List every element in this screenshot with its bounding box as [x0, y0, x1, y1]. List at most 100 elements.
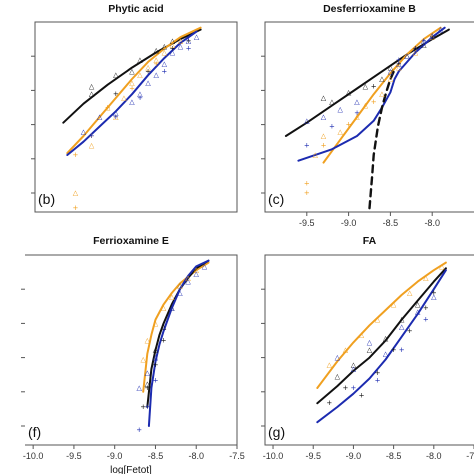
data-point-triangle-orange: △: [145, 337, 151, 345]
data-point-plus-black: +: [431, 289, 437, 297]
data-point-plus-orange: +: [153, 60, 159, 68]
data-point-plus-orange: +: [371, 98, 377, 106]
data-point-triangle-black: △: [89, 90, 95, 98]
plot-frame: [264, 254, 474, 446]
fit-line-blue: [147, 259, 210, 427]
data-point-triangle-black: △: [346, 88, 352, 96]
data-point-triangle-blue: △: [137, 90, 143, 98]
data-point-triangle-orange: △: [185, 274, 191, 282]
panel-2: -9.5 -9.0 -8.5 -8.0△ △△△△△△△++++△△ △△△△△△△△++…: [261, 3, 474, 228]
data-point-triangle-blue: △: [170, 48, 176, 56]
data-point-plus-black: +: [413, 45, 419, 53]
data-point-plus-black: +: [186, 37, 192, 45]
data-point-triangle-black: △: [137, 56, 143, 64]
data-point-triangle-orange: △: [379, 90, 385, 98]
data-point-triangle-orange: △: [153, 319, 159, 327]
data-point-triangle-blue: △: [145, 79, 151, 87]
x-tick-label: -7.5: [229, 451, 245, 461]
data-point-plus-blue: +: [161, 67, 167, 75]
data-point-triangle-blue: △: [367, 338, 373, 346]
fit-line-black: [146, 259, 210, 408]
data-point-triangle-blue: △: [137, 384, 143, 392]
data-point-triangle-blue: △: [438, 26, 444, 34]
data-point-plus-blue: +: [399, 346, 405, 354]
data-point-plus-black: +: [326, 399, 332, 407]
data-point-triangle-blue: △: [177, 289, 183, 297]
fit-line-black-dashed: [368, 68, 396, 210]
data-point-plus-black: +: [423, 304, 429, 312]
panel-title: Phytic acid: [108, 3, 163, 15]
data-point-triangle-blue: △: [154, 71, 160, 79]
data-point-plus-black: +: [396, 60, 402, 68]
data-point-triangle-orange: △: [407, 289, 413, 297]
data-point-plus-orange: +: [304, 180, 310, 188]
fit-line-orange: [316, 261, 447, 389]
x-tick-label: -9.0: [346, 451, 362, 461]
data-point-triangle-blue: △: [186, 37, 192, 45]
data-point-plus-black: +: [140, 403, 146, 411]
data-point-triangle-blue: △: [404, 52, 410, 60]
data-point-triangle-black: △: [399, 316, 405, 324]
fit-line-blue: [297, 26, 446, 162]
data-point-triangle-orange: △: [359, 331, 365, 339]
data-point-triangle-blue: △: [304, 117, 310, 125]
data-point-triangle-orange: △: [162, 48, 168, 56]
fit-line-black: [316, 267, 447, 405]
data-point-plus-blue: +: [89, 132, 95, 140]
data-point-triangle-blue: △: [338, 105, 344, 113]
data-point-plus-black: +: [153, 361, 159, 369]
data-point-triangle-blue: △: [351, 365, 357, 373]
data-point-triangle-orange: △: [137, 71, 143, 79]
x-tick-label: -8.5: [148, 451, 164, 461]
data-point-triangle-black: △: [113, 71, 119, 79]
x-tick-label: -7.5: [466, 451, 474, 461]
panel-label: (g): [268, 424, 285, 440]
data-point-plus-black: +: [169, 45, 175, 53]
data-point-triangle-blue: △: [145, 369, 151, 377]
data-point-triangle-black: △: [363, 83, 369, 91]
data-point-triangle-orange: △: [423, 274, 429, 282]
data-point-triangle-orange: △: [89, 142, 95, 150]
data-point-triangle-blue: △: [421, 37, 427, 45]
data-point-triangle-blue: △: [413, 45, 419, 53]
plot-frame: [25, 254, 238, 446]
data-point-triangle-black: △: [329, 98, 335, 106]
data-point-triangle-orange: △: [170, 41, 176, 49]
data-point-triangle-orange: △: [363, 102, 369, 110]
data-point-triangle-blue: △: [113, 109, 119, 117]
data-point-plus-blue: +: [421, 37, 427, 45]
data-point-triangle-orange: △: [177, 281, 183, 289]
data-point-triangle-orange: △: [430, 33, 436, 41]
data-point-triangle-black: △: [161, 323, 167, 331]
data-point-triangle-black: △: [153, 346, 159, 354]
x-tick-label: -8.0: [426, 451, 442, 461]
plot-frame: [34, 21, 238, 213]
data-point-triangle-black: △: [404, 52, 410, 60]
data-point-plus-orange: +: [89, 132, 95, 140]
data-point-triangle-blue: △: [178, 43, 184, 51]
x-tick-label: -10.0: [263, 451, 284, 461]
data-point-triangle-orange: △: [169, 293, 175, 301]
data-point-triangle-black: △: [367, 346, 373, 354]
data-point-triangle-orange: △: [113, 113, 119, 121]
data-point-plus-blue: +: [350, 384, 356, 392]
panel-label: (f): [28, 424, 41, 440]
data-point-triangle-orange: △: [321, 132, 327, 140]
data-point-triangle-black: △: [379, 75, 385, 83]
data-point-triangle-black: △: [170, 37, 176, 45]
data-point-triangle-blue: △: [399, 323, 405, 331]
data-point-plus-black: +: [407, 327, 413, 335]
data-point-triangle-orange: △: [121, 94, 127, 102]
data-point-triangle-blue: △: [194, 33, 200, 41]
fit-line-orange: [322, 26, 442, 164]
data-point-plus-black: +: [391, 346, 397, 354]
data-point-triangle-orange: △: [388, 75, 394, 83]
data-point-triangle-blue: △: [153, 354, 159, 362]
x-tick-label: -10.0: [23, 451, 44, 461]
data-point-plus-orange: +: [304, 189, 310, 197]
data-point-plus-black: +: [371, 83, 377, 91]
data-point-triangle-orange: △: [145, 64, 151, 72]
data-point-plus-blue: +: [423, 316, 429, 324]
data-point-plus-black: +: [375, 369, 381, 377]
data-point-plus-blue: +: [144, 403, 150, 411]
